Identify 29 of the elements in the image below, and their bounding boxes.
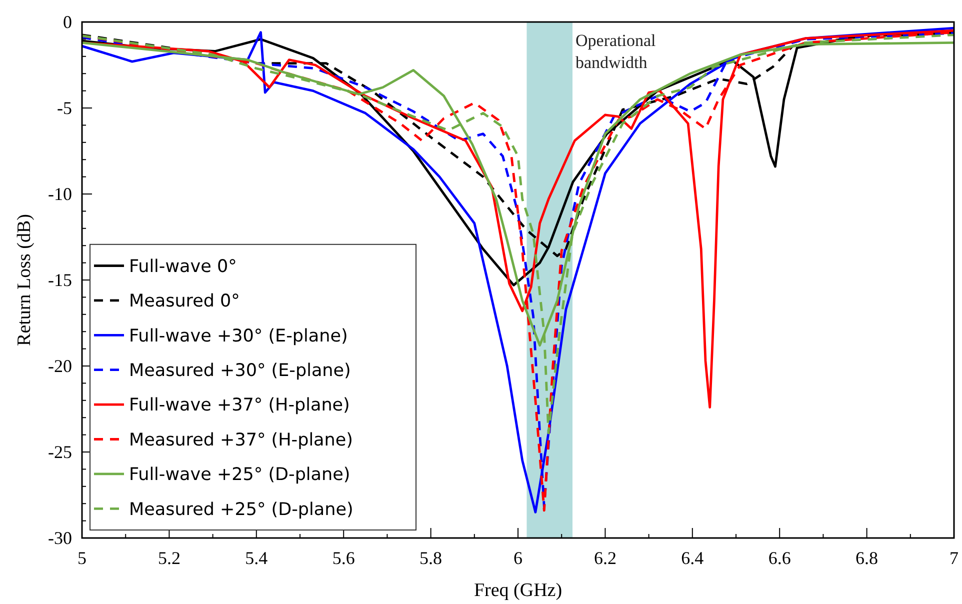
x-tick-label: 5.2 [158,548,180,568]
y-tick-label: -25 [48,442,72,462]
y-tick-label: -15 [48,270,72,290]
band-label: Operational bandwidth [576,31,656,72]
x-tick-label: 6 [514,548,522,568]
y-tick-label: -30 [48,528,72,548]
x-tick-label: 5 [78,548,86,568]
y-axis-title: Return Loss (dB) [14,214,35,346]
x-tick-label: 6.4 [681,548,704,568]
y-tick-label: -20 [48,356,72,376]
x-tick-label: 7 [950,548,958,568]
x-tick-label: 5.4 [245,548,268,568]
legend-label: Full-wave +25° (D-plane) [129,465,350,486]
x-tick-label: 5.6 [332,548,355,568]
x-tick-label: 6.8 [856,548,878,568]
legend-label: Measured 0° [129,292,240,312]
legend-label: Measured +25° (D-plane) [129,500,354,520]
y-tick-label: -5 [57,98,72,118]
x-axis-title: Freq (GHz) [474,580,562,601]
x-tick-label: 6.2 [594,548,616,568]
x-tick-label: 6.6 [768,548,791,568]
y-tick-label: -10 [48,184,72,204]
x-tick-label: 5.8 [420,548,442,568]
legend-label: Full-wave +30° (E-plane) [129,326,348,346]
legend-label: Measured +30° (E-plane) [129,360,351,381]
y-tick-label: 0 [63,12,72,32]
legend-label: Full-wave +37° (H-plane) [129,396,350,416]
legend-label: Measured +37° (H-plane) [129,430,353,450]
legend-label: Full-wave 0° [129,256,237,277]
